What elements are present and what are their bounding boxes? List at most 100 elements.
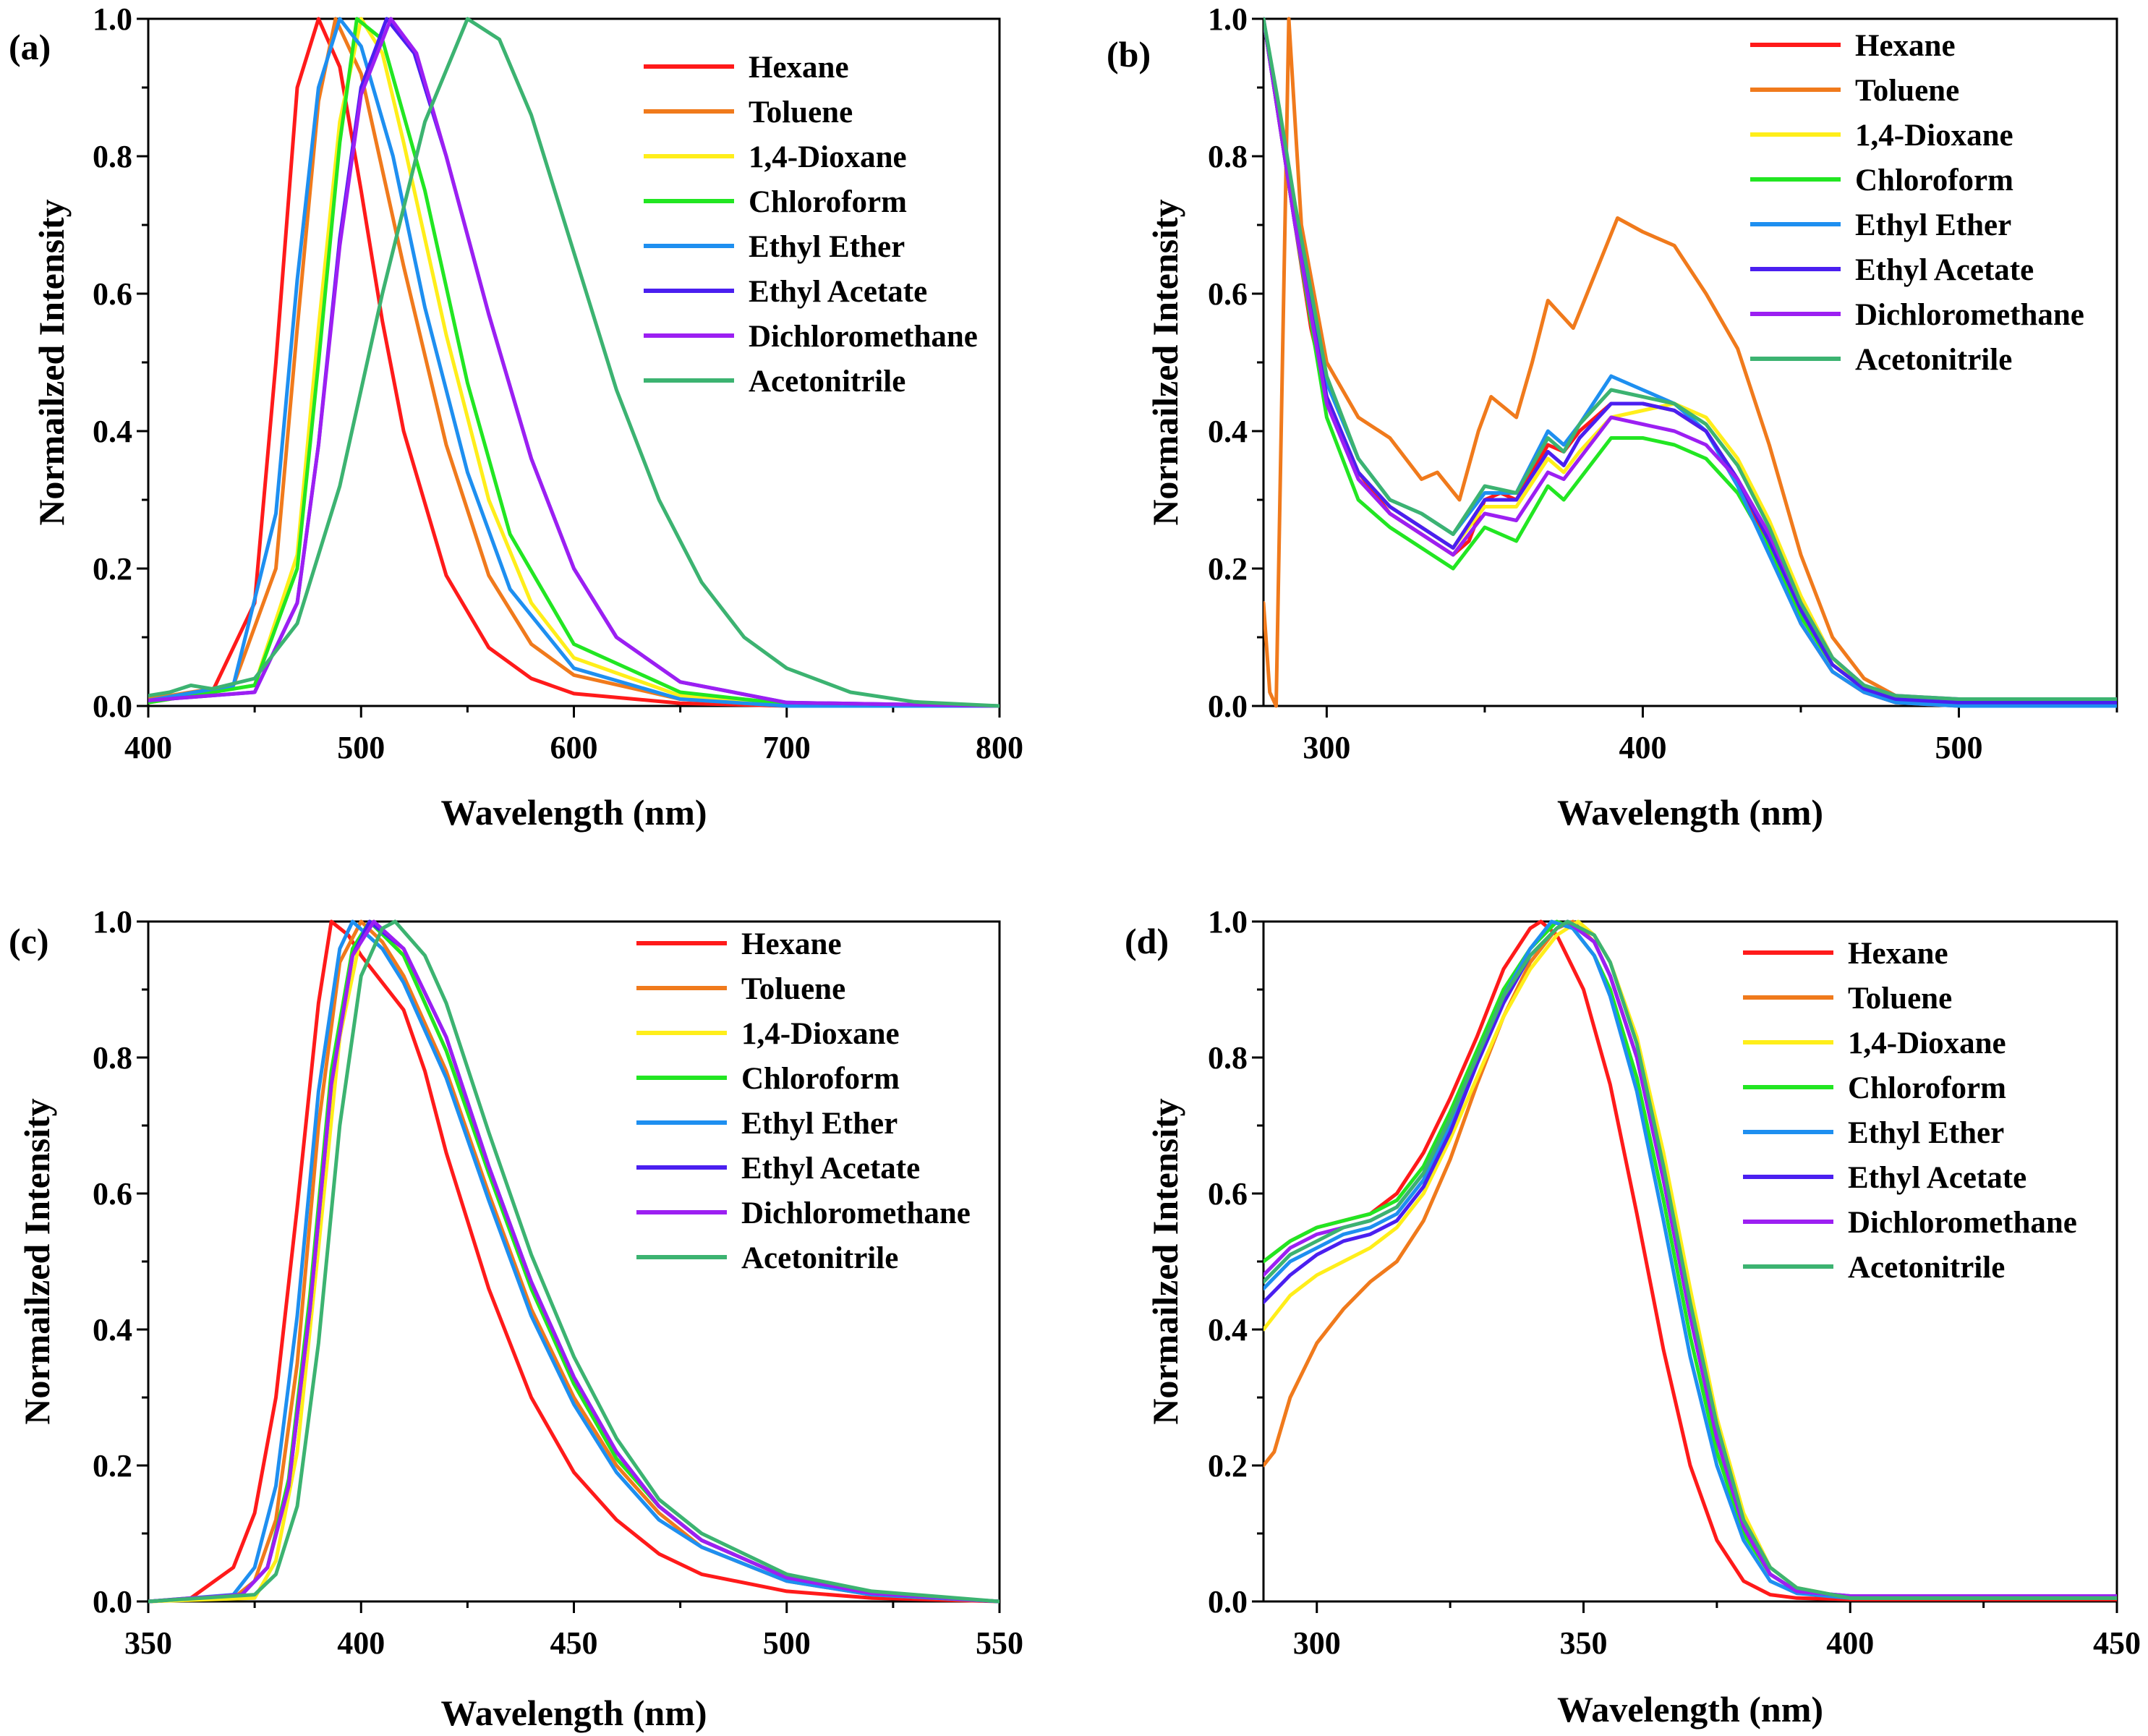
legend-label-chloroform: Chloroform [1855,163,2013,197]
legend-label-dichloromethane: Dichloromethane [1855,298,2084,332]
x-axis-title: Wavelength (nm) [1557,1689,1823,1729]
y-tick-label: 0.4 [93,414,132,449]
series-line-ethyl-ether [148,17,1000,708]
panel-c: 350 400 450 500 550 0.0 0.2 0.4 0.6 0.8 1.0 Wavelen… [9,904,1023,1733]
x-tick-label: 300 [1303,730,1350,765]
y-axis-title: Normailzed Intensity [17,1098,57,1424]
y-tick-label: 0.2 [93,1448,132,1484]
legend-label-1-4-dioxane: 1,4-Dioxane [1848,1026,2006,1060]
series-line-acetonitrile [148,17,1000,708]
y-tick-label: 1.0 [93,904,132,940]
x-tick-label: 400 [124,730,172,765]
y-tick-label: 0.6 [1208,1176,1248,1212]
panel-d: 300 350 400 450 0.0 0.2 0.4 0.6 0.8 1.0 Wavelength… [1125,904,2141,1729]
series-line-hexane [148,919,1000,1604]
legend: Hexane Toluene 1,4-Dioxane Chloroform Ethyl … [1750,29,2084,377]
legend-label-toluene: Toluene [749,95,853,129]
y-tick-label: 0.8 [93,1040,132,1076]
y-axis-title: Normailzed Intensity [1145,199,1185,525]
y-tick-label: 0.6 [93,1176,132,1212]
y-tick-label: 1.0 [1208,1,1248,37]
x-tick-label: 500 [1935,730,1982,765]
legend-label-hexane: Hexane [749,51,849,85]
legend-label-acetonitrile: Acetonitrile [741,1241,898,1275]
y-axis-title: Normailzed Intensity [1145,1098,1185,1424]
legend-label-chloroform: Chloroform [749,185,907,219]
series-line-dichloromethane [148,919,1000,1604]
y-tick-label: 0.0 [1208,689,1248,724]
x-tick-label: 450 [550,1625,598,1661]
legend-label-ethyl-ether: Ethyl Ether [1848,1116,2004,1150]
x-tick-label: 350 [1560,1625,1608,1661]
legend-label-ethyl-ether: Ethyl Ether [741,1107,898,1141]
series-group [148,17,1000,708]
y-tick-label: 0.2 [93,551,132,587]
x-tick-label: 350 [124,1625,172,1661]
legend-label-dichloromethane: Dichloromethane [1848,1206,2077,1240]
y-tick-label: 1.0 [1208,904,1248,940]
series-line-acetonitrile [1263,919,2117,1600]
legend-label-1-4-dioxane: 1,4-Dioxane [749,140,907,174]
legend-label-hexane: Hexane [1848,937,1948,971]
legend: Hexane Toluene 1,4-Dioxane Chloroform Ethyl … [644,51,978,399]
legend-label-acetonitrile: Acetonitrile [749,365,905,399]
series-line-hexane [148,17,1000,708]
panel-b: 300 400 500 0.0 0.2 0.4 0.6 0.8 1.0 Wavelength (n… [1107,1,2118,833]
legend-label-hexane: Hexane [1855,29,1956,63]
legend: Hexane Toluene 1,4-Dioxane Chloroform Ethyl … [1743,937,2077,1285]
panel-label: (a) [9,27,51,67]
y-tick-label: 0.8 [93,139,132,174]
series-line-acetonitrile [1263,17,2117,701]
legend-label-ethyl-ether: Ethyl Ether [1855,208,2011,242]
legend: Hexane Toluene 1,4-Dioxane Chloroform Ethyl … [636,927,971,1275]
x-axis-title: Wavelength (nm) [440,1693,707,1733]
legend-label-chloroform: Chloroform [741,1062,900,1096]
x-tick-label: 600 [550,730,598,765]
panel-label: (b) [1107,34,1151,75]
y-tick-label: 0.2 [1208,1448,1248,1484]
panel-label: (c) [9,921,49,961]
legend-label-ethyl-acetate: Ethyl Acetate [749,275,927,309]
y-tick-label: 0.2 [1208,551,1248,587]
series-group [1263,17,2117,708]
series-line-ethyl-acetate [1263,17,2117,705]
legend-label-toluene: Toluene [1848,982,1952,1016]
x-tick-label: 450 [2093,1625,2141,1661]
x-tick-label: 500 [337,730,385,765]
legend-label-1-4-dioxane: 1,4-Dioxane [741,1017,900,1051]
x-tick-label: 400 [1619,730,1666,765]
y-tick-label: 0.4 [1208,414,1248,449]
series-line-ethyl-ether [148,919,1000,1604]
legend-label-ethyl-acetate: Ethyl Acetate [741,1152,920,1186]
y-tick-label: 0.0 [93,689,132,724]
legend-label-toluene: Toluene [1855,74,1959,108]
series-group [1263,919,2117,1601]
y-tick-label: 0.0 [93,1584,132,1620]
x-tick-label: 700 [763,730,811,765]
y-tick-label: 0.8 [1208,1040,1248,1076]
x-axis-title: Wavelength (nm) [440,792,707,833]
panel-a: 400 500 600 700 800 0.0 0.2 0.4 0.6 0.8 1.0 Wavelen… [9,1,1023,833]
x-tick-label: 300 [1293,1625,1341,1661]
x-tick-label: 800 [976,730,1023,765]
legend-label-ethyl-ether: Ethyl Ether [749,230,905,264]
series-line-acetonitrile [148,919,1000,1604]
x-tick-label: 550 [976,1625,1023,1661]
legend-label-dichloromethane: Dichloromethane [741,1196,971,1230]
legend-label-acetonitrile: Acetonitrile [1855,343,2012,377]
series-line-toluene [148,17,1000,708]
legend-label-hexane: Hexane [741,927,842,961]
legend-label-acetonitrile: Acetonitrile [1848,1251,2005,1285]
x-tick-label: 400 [1826,1625,1874,1661]
legend-label-chloroform: Chloroform [1848,1071,2006,1105]
legend-label-dichloromethane: Dichloromethane [749,320,978,354]
legend-label-ethyl-acetate: Ethyl Acetate [1855,253,2034,287]
series-line-chloroform [148,17,1000,708]
legend-label-ethyl-acetate: Ethyl Acetate [1848,1161,2026,1195]
panel-label: (d) [1125,921,1169,961]
y-tick-label: 0.6 [1208,276,1248,312]
y-tick-label: 0.8 [1208,139,1248,174]
x-tick-label: 500 [763,1625,811,1661]
y-axis-title: Normailzed Intensity [31,199,72,525]
